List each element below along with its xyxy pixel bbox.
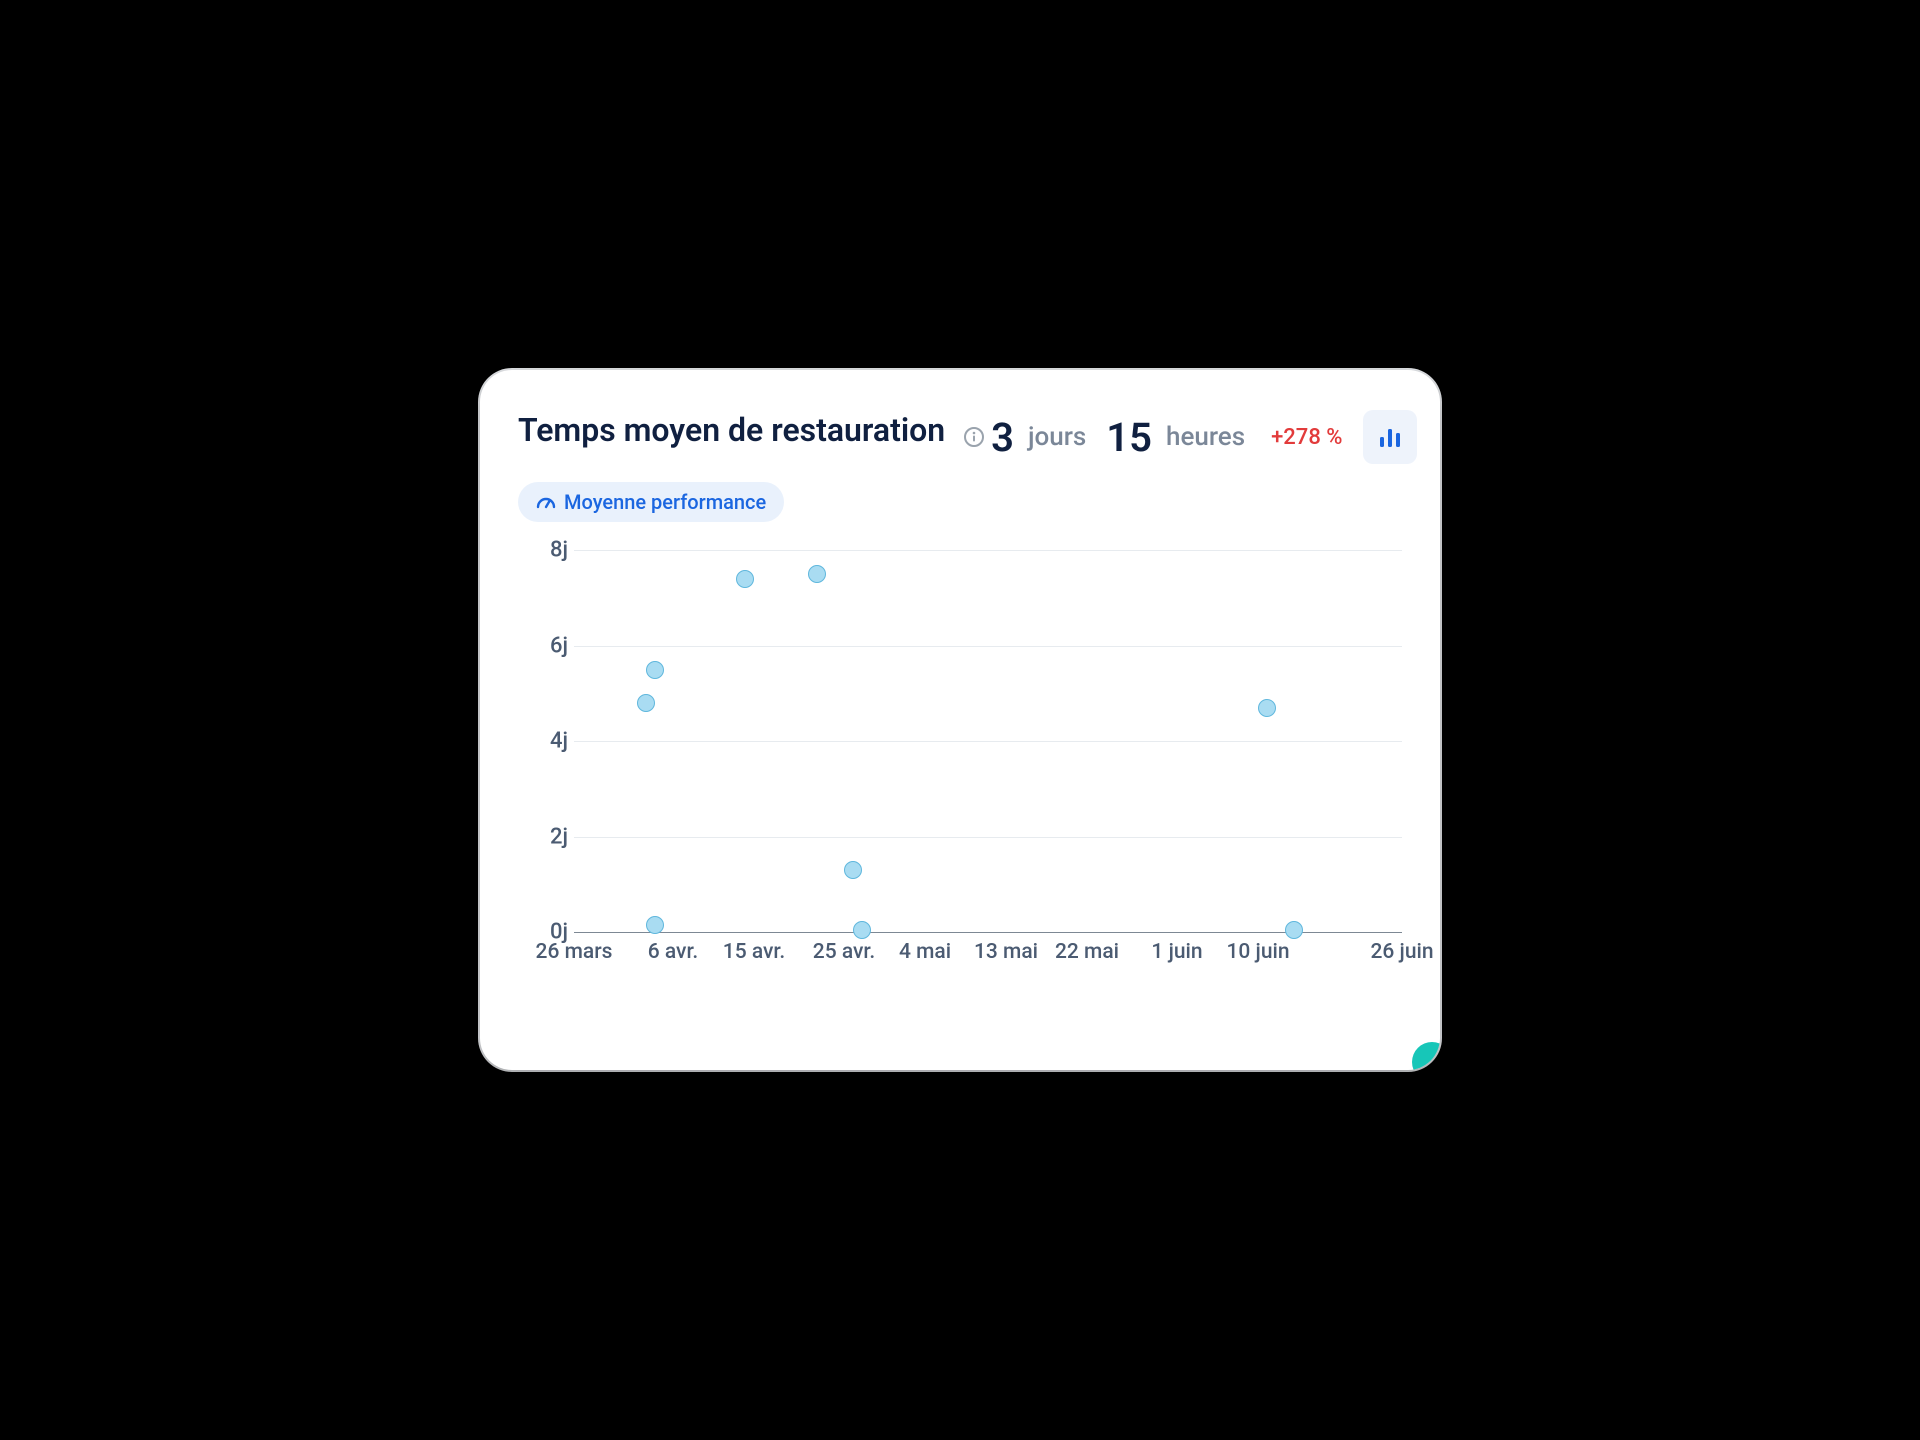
data-point[interactable] — [736, 570, 754, 588]
scatter-chart: 0j2j4j6j8j 26 mars6 avr.15 avr.25 avr.4 … — [518, 536, 1402, 976]
performance-badge-label: Moyenne performance — [564, 490, 766, 514]
card-stats: 3 jours 15 heures +278 % — [963, 410, 1416, 464]
gridline — [574, 646, 1402, 647]
x-tick-label: 25 avr. — [813, 940, 875, 964]
y-tick-label: 2j — [550, 824, 568, 849]
y-tick-label: 8j — [550, 538, 568, 563]
x-tick-label: 10 juin — [1226, 940, 1289, 964]
x-tick-label: 26 juin — [1370, 940, 1433, 964]
info-icon[interactable] — [963, 426, 985, 448]
y-axis: 0j2j4j6j8j — [518, 536, 574, 932]
y-tick-label: 4j — [550, 729, 568, 754]
gridline — [574, 741, 1402, 742]
chart-type-button[interactable] — [1363, 410, 1417, 464]
data-point[interactable] — [844, 861, 862, 879]
delta-value: +278 % — [1271, 425, 1342, 450]
days-value: 3 — [991, 414, 1014, 461]
gauge-icon — [536, 492, 556, 512]
hours-value: 15 — [1106, 414, 1152, 461]
x-tick-label: 15 avr. — [723, 940, 785, 964]
y-tick-label: 6j — [550, 633, 568, 658]
x-tick-label: 1 juin — [1151, 940, 1202, 964]
plot-area — [574, 536, 1402, 932]
data-point[interactable] — [1258, 699, 1276, 717]
data-point[interactable] — [808, 565, 826, 583]
performance-badge[interactable]: Moyenne performance — [518, 482, 784, 522]
data-point[interactable] — [646, 661, 664, 679]
x-tick-label: 6 avr. — [648, 940, 699, 964]
x-tick-label: 4 mai — [899, 940, 951, 964]
x-tick-label: 13 mai — [974, 940, 1038, 964]
hours-unit: heures — [1166, 422, 1245, 452]
card-header: Temps moyen de restauration 3 jours 15 h… — [518, 410, 1402, 464]
gridline — [574, 550, 1402, 551]
card-title: Temps moyen de restauration — [518, 410, 945, 450]
gridline — [574, 837, 1402, 838]
days-unit: jours — [1028, 422, 1086, 452]
metric-card: Temps moyen de restauration 3 jours 15 h… — [480, 370, 1440, 1070]
x-tick-label: 22 mai — [1055, 940, 1119, 964]
x-tick-label: 26 mars — [536, 940, 613, 964]
corner-accent — [1412, 1042, 1440, 1070]
data-point[interactable] — [637, 694, 655, 712]
x-axis: 26 mars6 avr.15 avr.25 avr.4 mai13 mai22… — [574, 932, 1402, 976]
